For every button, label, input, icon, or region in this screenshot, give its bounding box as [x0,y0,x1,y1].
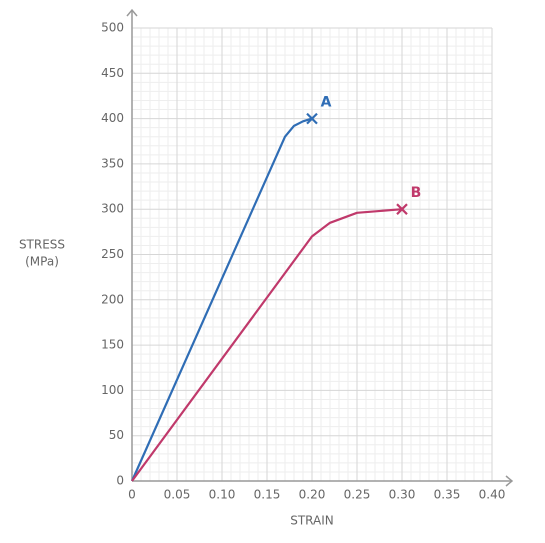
y-tick-label: 350 [101,156,124,170]
x-axis-title: STRAIN [290,514,334,528]
x-tick-label: 0.15 [254,488,281,502]
y-tick-label: 0 [116,474,124,488]
y-tick-label: 400 [101,111,124,125]
y-tick-label: 200 [101,292,124,306]
y-axis-title: (MPa) [25,255,59,269]
x-tick-label: 0.30 [389,488,416,502]
series-line [131,208,403,482]
x-tick-label: 0.10 [209,488,236,502]
end-marker [306,112,318,125]
x-tick-label: 0.05 [164,488,191,502]
series-line [130,117,313,482]
x-axis-arrow [505,475,514,487]
y-tick-label: 50 [109,428,124,442]
series-label: A [321,95,332,111]
y-tick-label: 500 [101,21,124,35]
y-tick-label: 300 [101,202,124,216]
x-tick-label: 0.25 [344,488,371,502]
y-axis-title: STRESS [19,238,65,252]
y-tick-label: 100 [101,383,124,397]
y-tick-label: 450 [101,66,124,80]
x-tick-label: 0 [128,488,136,502]
x-tick-label: 0.40 [479,488,506,502]
y-tick-label: 250 [101,247,124,261]
series-label: B [411,185,422,201]
y-axis-arrow [126,8,138,17]
x-tick-label: 0.35 [434,488,461,502]
x-tick-label: 0.20 [299,488,326,502]
y-tick-label: 150 [101,338,124,352]
end-marker [396,203,408,215]
